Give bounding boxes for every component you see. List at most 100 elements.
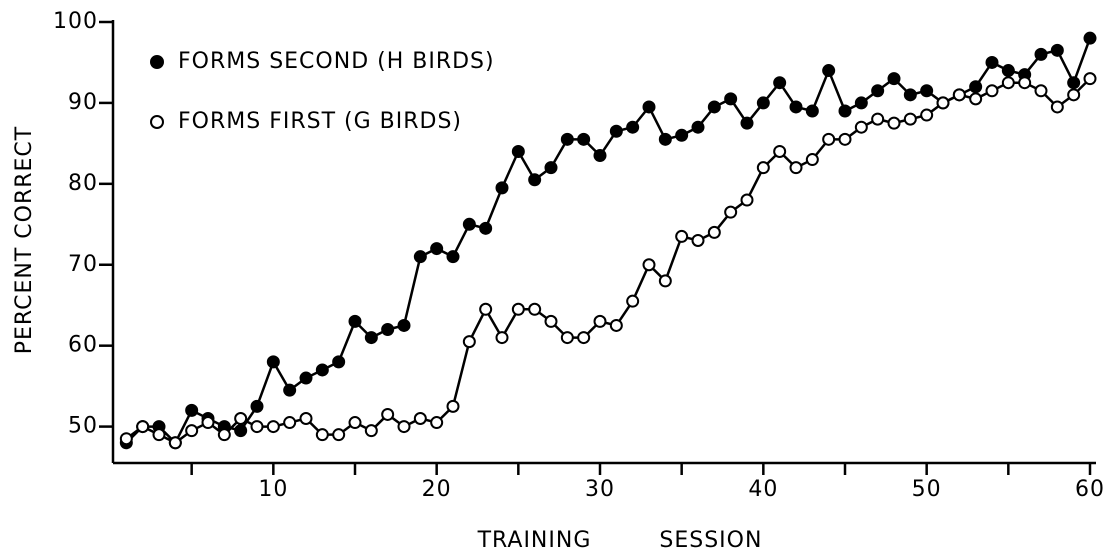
x-tick-label: 20 [422,477,452,502]
data-point [381,407,395,421]
data-point [822,132,836,146]
data-point [299,411,313,425]
data-point [462,335,476,349]
data-point [1067,88,1081,102]
data-point [430,416,444,430]
data-point [724,92,738,106]
data-point [642,100,656,114]
data-point [234,424,248,438]
data-point [658,132,672,146]
data-point [495,181,509,195]
data-point [397,420,411,434]
data-point [528,173,542,187]
data-point [413,250,427,264]
x-tick-label: 10 [258,477,288,502]
data-point [985,84,999,98]
data-point [773,144,787,158]
data-point [430,242,444,256]
data-point [626,120,640,134]
data-point [985,55,999,69]
data-point [479,302,493,316]
data-point [560,331,574,345]
data-point [462,217,476,231]
data-point [756,96,770,110]
data-point [136,420,150,434]
data-point [413,411,427,425]
data-point [544,161,558,175]
data-point [381,322,395,336]
legend-marker [150,55,164,69]
data-point [168,436,182,450]
data-point [1001,76,1015,90]
data-point [871,112,885,126]
data-point [675,128,689,142]
data-point [805,104,819,118]
y-tick-label: 80 [68,171,98,196]
data-point [201,416,215,430]
data-point [609,124,623,138]
data-point [511,144,525,158]
data-point [675,229,689,243]
x-tick-label: 50 [912,477,942,502]
data-point [952,88,966,102]
data-point [577,132,591,146]
x-tick-label: 40 [748,477,778,502]
data-point [348,416,362,430]
data-point [544,314,558,328]
data-point [250,420,264,434]
data-point [593,314,607,328]
y-axis-label: PERCENT CORRECT [12,126,37,354]
data-point [691,120,705,134]
data-point [446,250,460,264]
y-tick-label: 100 [53,9,98,34]
data-point [805,153,819,167]
data-point [283,416,297,430]
data-point [1083,31,1097,45]
data-point [332,355,346,369]
data-point [903,88,917,102]
y-tick-label: 70 [68,252,98,277]
legend-label: FORMS FIRST (G BIRDS) [178,109,462,134]
data-point [250,399,264,413]
data-point [479,221,493,235]
x-tick-label: 30 [585,477,615,502]
data-point [609,318,623,332]
data-point [854,96,868,110]
data-point [299,371,313,385]
data-point [119,432,133,446]
data-point [642,258,656,272]
y-tick-label: 90 [68,90,98,115]
data-point [283,383,297,397]
data-point [332,428,346,442]
data-point [560,132,574,146]
data-point [1083,72,1097,86]
data-point [266,355,280,369]
data-point [1001,64,1015,78]
data-point [446,399,460,413]
data-point [871,84,885,98]
data-point [920,108,934,122]
data-point [822,64,836,78]
data-point [315,428,329,442]
data-point [658,274,672,288]
data-point [920,84,934,98]
data-point [397,318,411,332]
x-axis-label: TRAINING SESSION [477,528,763,553]
x-tick-label: 60 [1075,477,1105,502]
data-point [1018,76,1032,90]
data-point [266,420,280,434]
data-point [495,331,509,345]
data-point [887,116,901,130]
legend-marker [150,115,164,129]
data-point [1034,84,1048,98]
data-point [903,112,917,126]
data-point [854,120,868,134]
data-point [756,161,770,175]
data-point [152,428,166,442]
data-point [838,132,852,146]
y-tick-label: 50 [68,414,98,439]
data-point [185,403,199,417]
data-point [364,331,378,345]
